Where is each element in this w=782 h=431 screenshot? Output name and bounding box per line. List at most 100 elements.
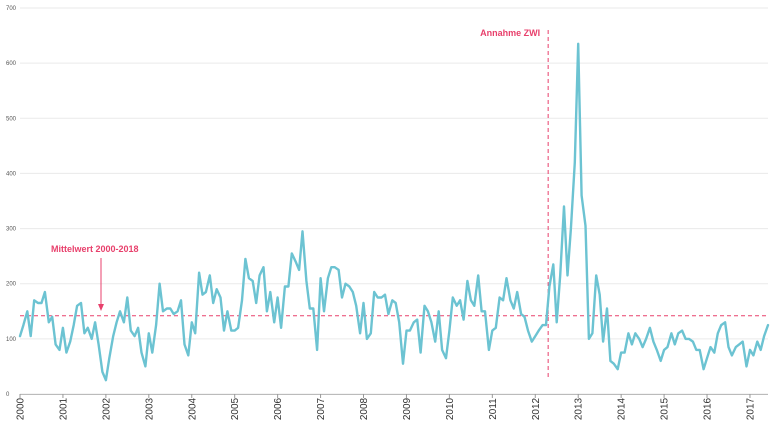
data-point (469, 299, 472, 302)
x-axis-ticks: 2000 2001 2002 2003 2004 2005 2006 2007 2008 2009… (16, 394, 756, 420)
data-point (595, 274, 598, 277)
data-point (405, 329, 408, 332)
data-point (244, 257, 247, 260)
data-point (165, 307, 168, 310)
data-point (648, 326, 651, 329)
data-point (201, 293, 204, 296)
data-point (223, 329, 226, 332)
data-point (767, 324, 770, 327)
data-point (262, 266, 265, 269)
data-point (434, 340, 437, 343)
data-point (58, 348, 61, 351)
data-point (330, 266, 333, 269)
y-tick-label: 700 (6, 6, 17, 12)
data-point (716, 332, 719, 335)
data-point (727, 346, 730, 349)
data-point (441, 348, 444, 351)
data-point (387, 313, 390, 316)
data-point (630, 343, 633, 346)
data-point (22, 324, 25, 327)
data-point (255, 302, 258, 305)
data-point (691, 340, 694, 343)
x-tick-label: 2001 (58, 397, 69, 420)
data-point (108, 357, 111, 360)
data-point (104, 379, 107, 382)
data-point (362, 302, 365, 305)
data-point (408, 329, 411, 332)
data-point (466, 280, 469, 283)
data-point (122, 321, 125, 324)
data-point (169, 307, 172, 310)
data-point (101, 370, 104, 373)
data-point (323, 310, 326, 313)
data-point (445, 357, 448, 360)
data-point (555, 321, 558, 324)
data-point (129, 329, 132, 332)
data-point (137, 326, 140, 329)
data-point (652, 340, 655, 343)
data-point (194, 332, 197, 335)
y-tick-label: 500 (6, 116, 17, 122)
data-point (276, 296, 279, 299)
data-point (391, 299, 394, 302)
data-point (477, 274, 480, 277)
data-point (695, 348, 698, 351)
data-point (380, 296, 383, 299)
data-point (634, 332, 637, 335)
data-point (559, 274, 562, 277)
data-point (569, 227, 572, 230)
data-point (76, 304, 79, 307)
data-point (645, 337, 648, 340)
data-point (580, 194, 583, 197)
data-point (344, 282, 347, 285)
data-point (158, 282, 161, 285)
data-point (423, 304, 426, 307)
data-point (623, 351, 626, 354)
data-point (90, 337, 93, 340)
data-point (451, 296, 454, 299)
data-point (730, 354, 733, 357)
y-tick-label: 300 (6, 227, 17, 233)
data-point (43, 291, 46, 294)
series-group (18, 42, 770, 382)
data-point (119, 310, 122, 313)
data-point (355, 304, 358, 307)
data-point (51, 315, 54, 318)
data-point (287, 285, 290, 288)
data-point (269, 291, 272, 294)
data-point (301, 230, 304, 233)
data-point (230, 329, 233, 332)
data-point (734, 346, 737, 349)
data-point (563, 205, 566, 208)
data-point (573, 161, 576, 164)
data-point (756, 340, 759, 343)
x-tick-label: 2017 (745, 397, 756, 420)
data-point (566, 274, 569, 277)
x-tick-label: 2004 (187, 397, 198, 420)
data-point (641, 346, 644, 349)
data-point (520, 313, 523, 316)
data-point (426, 310, 429, 313)
data-point (616, 368, 619, 371)
data-point (190, 321, 193, 324)
data-point (183, 343, 186, 346)
data-point (706, 357, 709, 360)
data-point (455, 304, 458, 307)
data-point (61, 326, 64, 329)
x-tick-label: 2002 (101, 397, 112, 420)
data-point (341, 296, 344, 299)
data-point (33, 299, 36, 302)
x-tick-label: 2013 (574, 397, 585, 420)
data-point (552, 263, 555, 266)
data-point (530, 340, 533, 343)
data-point (151, 351, 154, 354)
data-point (419, 351, 422, 354)
data-point (180, 299, 183, 302)
data-point (312, 307, 315, 310)
x-tick-label: 2006 (273, 397, 284, 420)
data-point (548, 285, 551, 288)
data-point (348, 285, 351, 288)
data-point (80, 302, 83, 305)
data-point (724, 321, 727, 324)
data-point (298, 268, 301, 271)
